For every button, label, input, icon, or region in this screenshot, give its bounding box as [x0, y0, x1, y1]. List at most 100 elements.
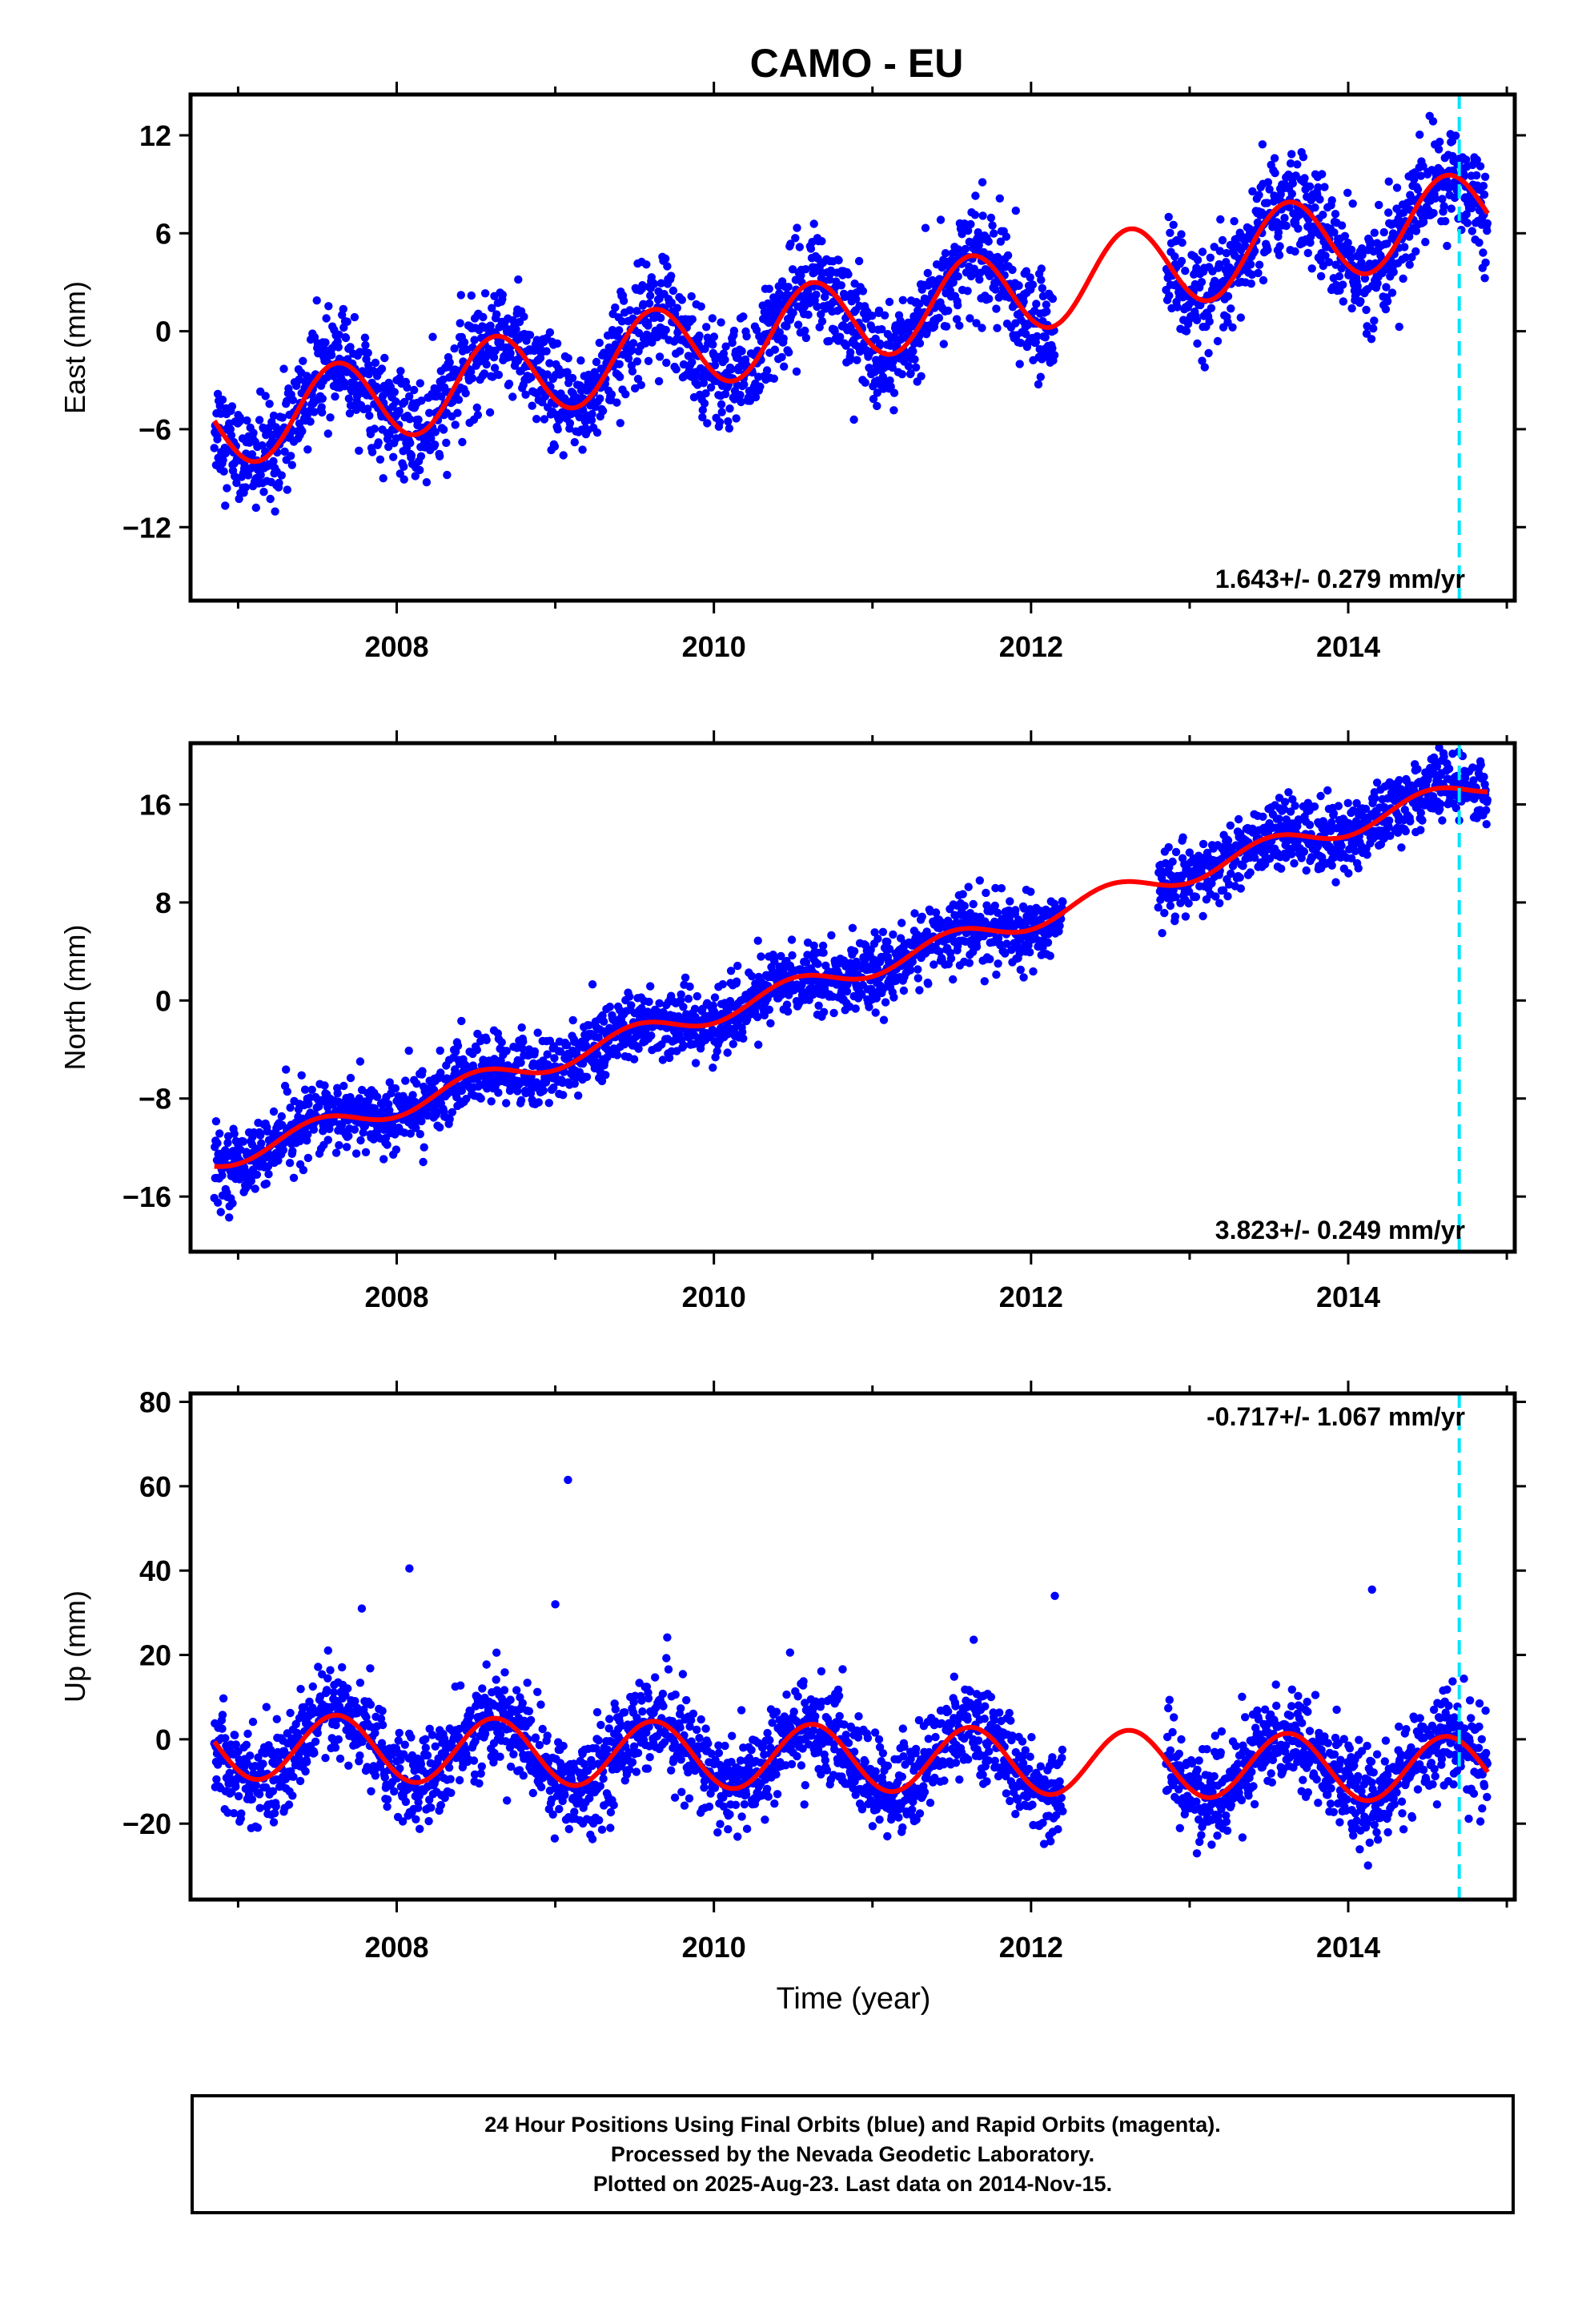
data-point — [754, 1040, 763, 1049]
data-point — [658, 1055, 668, 1064]
data-point — [527, 372, 536, 382]
data-point — [906, 369, 915, 378]
data-point — [996, 237, 1006, 246]
data-point — [904, 362, 913, 371]
data-point — [406, 1129, 415, 1138]
data-point — [975, 275, 984, 284]
data-point — [1356, 297, 1365, 306]
data-point — [232, 478, 241, 488]
data-point — [476, 1094, 485, 1103]
data-point — [247, 450, 257, 459]
data-point — [598, 406, 608, 416]
data-point — [1002, 939, 1011, 948]
data-point — [1320, 183, 1329, 191]
data-point — [545, 359, 554, 368]
data-point — [848, 923, 857, 933]
data-point — [1347, 304, 1356, 313]
data-point — [846, 348, 855, 357]
data-point — [958, 230, 966, 239]
data-point — [1305, 820, 1315, 830]
data-point — [868, 312, 877, 320]
model-fit-curve — [212, 172, 1490, 464]
data-point — [702, 323, 711, 332]
data-point — [227, 402, 237, 411]
data-point — [991, 285, 1000, 294]
data-point — [343, 317, 351, 326]
data-point — [978, 178, 987, 187]
data-point — [628, 339, 638, 348]
data-point — [1218, 235, 1227, 245]
data-point — [1246, 868, 1255, 877]
data-point — [219, 467, 228, 476]
data-point — [1173, 303, 1182, 312]
data-point — [306, 417, 315, 426]
data-point — [607, 390, 616, 399]
data-point — [342, 1143, 351, 1152]
data-point — [1321, 251, 1330, 260]
data-point — [467, 291, 476, 300]
data-point — [836, 332, 845, 341]
data-point — [517, 1023, 526, 1032]
data-point — [251, 503, 260, 513]
data-point — [439, 425, 448, 434]
data-point — [1372, 778, 1382, 787]
data-point — [617, 317, 627, 326]
data-point — [721, 342, 730, 351]
data-point — [954, 245, 963, 254]
data-point — [762, 366, 772, 375]
data-point — [1041, 333, 1050, 342]
data-point — [842, 987, 852, 996]
data-point — [819, 948, 828, 957]
data-point — [346, 1073, 355, 1083]
data-point — [739, 312, 748, 321]
data-point — [1250, 853, 1259, 862]
x-tick-label: 2014 — [1316, 630, 1380, 663]
data-point — [1416, 171, 1426, 180]
data-point — [1370, 228, 1379, 237]
data-point — [1036, 372, 1046, 381]
data-point — [1285, 203, 1294, 211]
data-point — [917, 912, 926, 922]
data-point — [279, 364, 288, 373]
data-point — [1479, 248, 1488, 257]
data-point — [717, 400, 726, 409]
data-point — [1310, 802, 1319, 811]
data-point — [405, 392, 414, 401]
data-point — [909, 347, 917, 356]
data-point — [286, 1104, 295, 1112]
data-point — [1447, 204, 1456, 213]
data-point — [588, 409, 596, 419]
data-point — [1463, 219, 1472, 227]
data-point — [939, 340, 949, 348]
data-point — [673, 304, 681, 312]
data-point — [235, 413, 244, 422]
data-point — [370, 424, 379, 433]
data-point — [1026, 947, 1034, 957]
data-point — [356, 1136, 365, 1145]
data-point — [941, 249, 950, 258]
data-point — [257, 1139, 266, 1148]
data-point — [905, 966, 915, 975]
data-point — [390, 388, 399, 396]
data-point — [982, 888, 990, 898]
data-point — [1452, 131, 1460, 140]
data-point — [323, 1136, 332, 1144]
data-point — [480, 289, 490, 298]
data-point — [1327, 818, 1336, 827]
data-point — [530, 1047, 540, 1056]
data-point — [723, 1048, 732, 1057]
data-point — [813, 959, 822, 968]
data-point — [1329, 809, 1339, 818]
data-point — [814, 1001, 823, 1011]
data-point — [361, 1148, 371, 1157]
data-point — [315, 1102, 323, 1111]
data-point — [1480, 190, 1489, 199]
data-point — [1339, 297, 1348, 306]
data-point — [889, 406, 898, 415]
data-point — [1022, 267, 1031, 275]
data-point — [942, 322, 951, 331]
data-point — [1235, 873, 1244, 883]
data-point — [1297, 854, 1306, 862]
data-point — [262, 1179, 271, 1188]
data-point — [667, 271, 676, 280]
